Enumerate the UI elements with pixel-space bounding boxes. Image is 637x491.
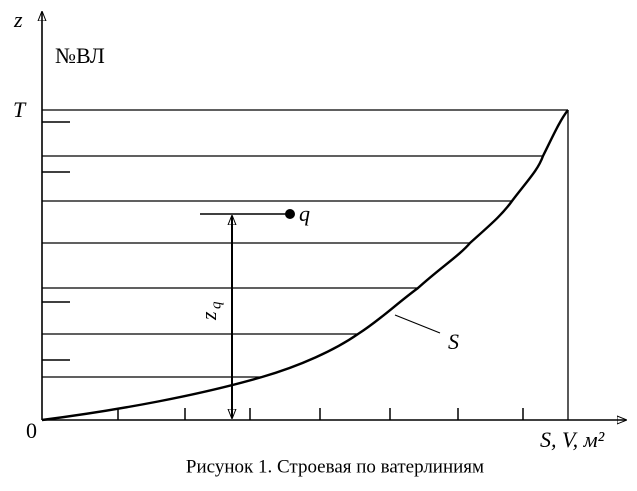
curve-label: S	[448, 329, 459, 354]
waterlines	[42, 109, 569, 420]
zq-label: z q	[196, 301, 224, 321]
load-point	[285, 209, 295, 219]
caption: Рисунок 1. Строевая по ватерлиниям	[186, 456, 484, 477]
z-label: z	[13, 7, 23, 32]
x-axis-label: S, V, м²	[540, 427, 605, 452]
axes	[42, 12, 626, 420]
leader-line	[394, 314, 441, 334]
waterline-no-label: №ВЛ	[55, 43, 105, 68]
origin-label: 0	[26, 418, 37, 443]
zq-main: z	[196, 311, 221, 321]
ticks	[42, 121, 524, 420]
zq-sub: q	[208, 301, 224, 309]
load-label: q	[299, 201, 310, 226]
draft-label: T	[13, 97, 27, 122]
